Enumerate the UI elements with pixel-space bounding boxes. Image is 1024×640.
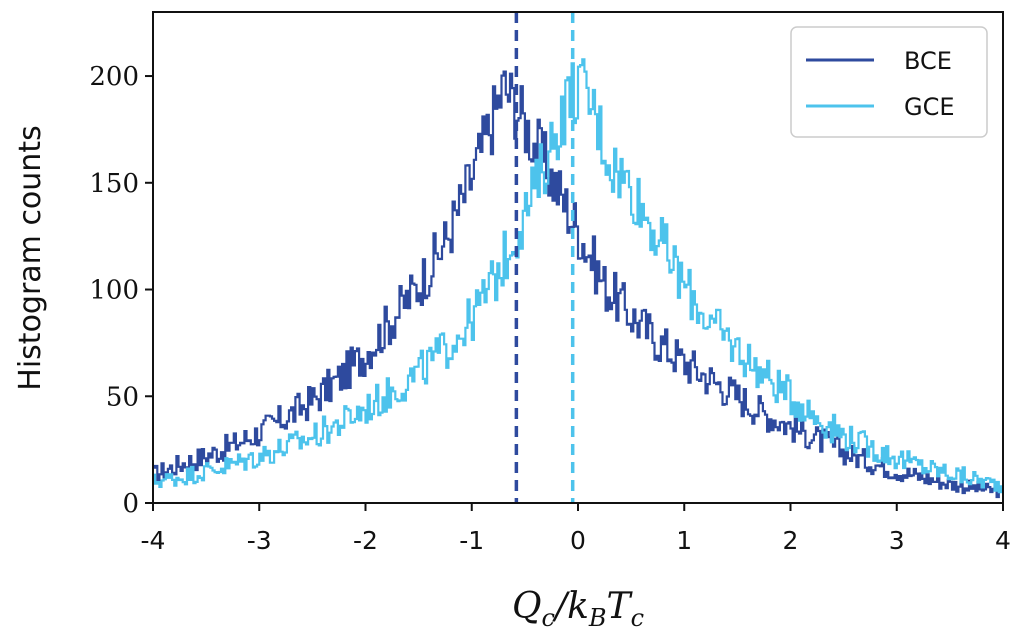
x-axis-label: Qc/kBTc [512, 586, 644, 632]
legend-label-gce: GCE [904, 93, 955, 121]
x-label-q: Q [512, 586, 542, 627]
x-label-slash: /k [552, 586, 589, 627]
series-gce-line [153, 58, 1003, 494]
legend: BCE GCE [790, 26, 988, 138]
x-ticks: -4 -3 -2 -1 0 1 2 3 4 [141, 503, 1011, 555]
y-tick-label: 150 [89, 169, 139, 199]
x-tick-label: 4 [995, 526, 1011, 555]
y-tick-label: 200 [89, 62, 139, 92]
x-tick-label: 0 [570, 526, 586, 555]
x-tick-label: -4 [141, 526, 166, 555]
y-tick-label: 0 [122, 489, 139, 519]
x-tick-label: 2 [783, 526, 799, 555]
x-tick-label: -1 [459, 526, 484, 555]
x-label-sub-c: c [542, 604, 555, 632]
series-bce-line [153, 70, 1003, 499]
x-tick-label: -3 [247, 526, 272, 555]
y-tick-label: 100 [89, 276, 139, 306]
x-label-t: T [607, 586, 634, 627]
x-label-sub-b: B [588, 604, 607, 632]
y-axis-label: Histogram counts [13, 125, 48, 390]
legend-box [790, 26, 988, 138]
x-label-sub-c2: c [631, 604, 644, 632]
y-ticks: 0 50 100 150 200 [89, 62, 153, 519]
mean-lines-layer [514, 12, 575, 503]
y-tick-label: 50 [106, 382, 139, 412]
series-layer [153, 58, 1003, 499]
legend-label-bce: BCE [904, 47, 952, 75]
x-tick-label: 3 [889, 526, 905, 555]
x-tick-label: -2 [353, 526, 378, 555]
x-tick-label: 1 [676, 526, 692, 555]
